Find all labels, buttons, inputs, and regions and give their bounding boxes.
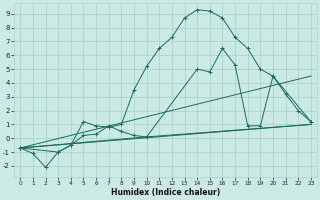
X-axis label: Humidex (Indice chaleur): Humidex (Indice chaleur) (111, 188, 220, 197)
